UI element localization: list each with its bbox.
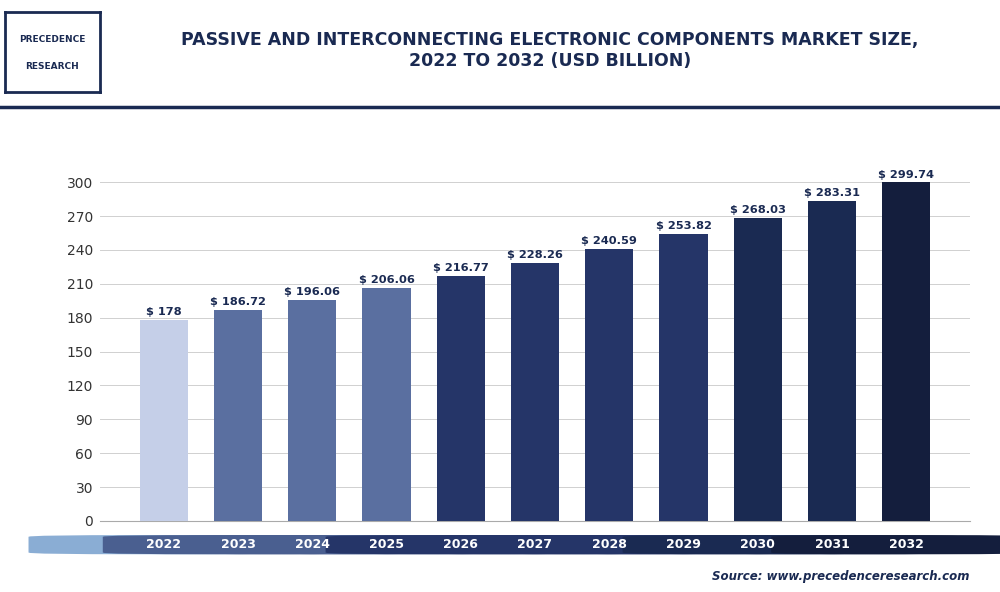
- Text: $ 206.06: $ 206.06: [359, 275, 414, 285]
- Text: $ 253.82: $ 253.82: [656, 221, 711, 231]
- FancyBboxPatch shape: [623, 535, 893, 554]
- Bar: [585, 249, 633, 521]
- Bar: [808, 201, 856, 521]
- Bar: [437, 276, 485, 521]
- FancyBboxPatch shape: [771, 535, 1000, 554]
- Text: 2027: 2027: [518, 538, 552, 551]
- Text: $ 268.03: $ 268.03: [730, 205, 786, 215]
- Bar: [362, 288, 411, 521]
- FancyBboxPatch shape: [400, 535, 670, 554]
- Text: $ 299.74: $ 299.74: [878, 170, 934, 179]
- Text: 2022: 2022: [146, 538, 181, 551]
- Bar: [734, 218, 782, 521]
- Text: 2026: 2026: [443, 538, 478, 551]
- Bar: [659, 234, 708, 521]
- FancyBboxPatch shape: [474, 535, 744, 554]
- FancyBboxPatch shape: [177, 535, 447, 554]
- Bar: [511, 263, 559, 521]
- Text: $ 240.59: $ 240.59: [581, 236, 637, 246]
- Text: 2024: 2024: [295, 538, 330, 551]
- FancyBboxPatch shape: [103, 535, 373, 554]
- Text: 2032: 2032: [889, 538, 924, 551]
- Bar: [140, 320, 188, 521]
- FancyBboxPatch shape: [29, 535, 299, 554]
- Text: 2031: 2031: [815, 538, 849, 551]
- Text: 2025: 2025: [369, 538, 404, 551]
- Text: 2030: 2030: [740, 538, 775, 551]
- Text: RESEARCH: RESEARCH: [26, 62, 79, 70]
- Text: PASSIVE AND INTERCONNECTING ELECTRONIC COMPONENTS MARKET SIZE,
2022 TO 2032 (USD: PASSIVE AND INTERCONNECTING ELECTRONIC C…: [181, 31, 919, 70]
- Text: $ 228.26: $ 228.26: [507, 250, 563, 260]
- FancyBboxPatch shape: [251, 535, 522, 554]
- FancyBboxPatch shape: [326, 535, 596, 554]
- Text: $ 216.77: $ 216.77: [433, 263, 489, 274]
- Text: $ 186.72: $ 186.72: [210, 297, 266, 307]
- Text: 2023: 2023: [221, 538, 255, 551]
- FancyBboxPatch shape: [697, 535, 967, 554]
- FancyBboxPatch shape: [548, 535, 819, 554]
- Text: 2029: 2029: [666, 538, 701, 551]
- Text: Source: www.precedenceresearch.com: Source: www.precedenceresearch.com: [712, 570, 970, 583]
- Bar: [882, 182, 930, 521]
- Text: $ 283.31: $ 283.31: [804, 188, 860, 198]
- Text: $ 196.06: $ 196.06: [284, 287, 340, 297]
- Bar: [288, 300, 336, 521]
- Bar: [214, 310, 262, 521]
- Text: $ 178: $ 178: [146, 307, 181, 317]
- Text: PRECEDENCE: PRECEDENCE: [19, 36, 86, 44]
- Text: 2028: 2028: [592, 538, 627, 551]
